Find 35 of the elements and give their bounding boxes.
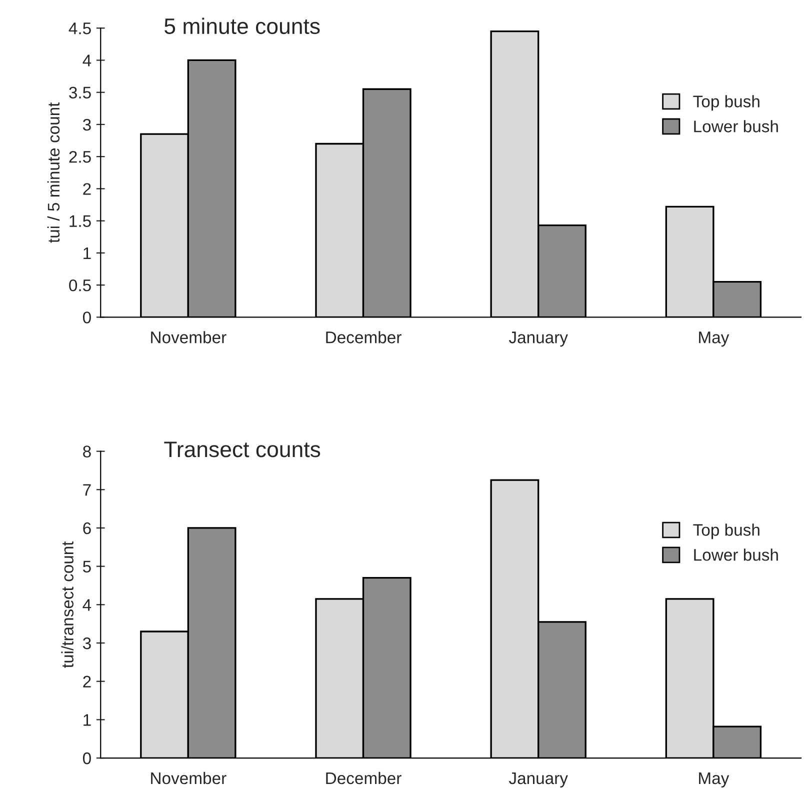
y-axis-title: tui/transect count (61, 541, 74, 668)
x-tick-label: December (326, 772, 402, 784)
y-tick-label: 3 (82, 118, 91, 131)
y-tick-label: 5 (82, 560, 91, 573)
x-tick-label: May (699, 332, 730, 347)
y-tick-label: 8 (83, 446, 91, 458)
x-tick-label: November (151, 772, 226, 784)
x-tick-label: December (326, 331, 402, 344)
y-tick-label: 2 (83, 183, 91, 195)
x-tick-label: January (508, 332, 568, 347)
legend-label: Lower bush (694, 120, 778, 132)
y-tick-label: 3 (82, 637, 91, 650)
y-tick-label: 0 (82, 312, 91, 324)
chart-title: Transect counts (164, 442, 320, 458)
y-axis-title: tui / 5 minute count (47, 102, 60, 243)
y-tick-label: 4 (82, 54, 92, 66)
legend-label: Top bush (693, 95, 760, 111)
y-tick-label: 1 (84, 714, 91, 726)
y-tick-label: 0.5 (69, 279, 91, 292)
y-tick-label: 1.5 (70, 215, 91, 228)
chart-title: 5 minute counts (164, 18, 320, 34)
x-tick-label: May (699, 772, 730, 788)
y-tick-label: 3.5 (69, 86, 91, 99)
y-tick-label: 1 (84, 248, 91, 259)
x-tick-label: January (508, 772, 568, 788)
y-tick-label: 4 (82, 599, 92, 611)
y-tick-label: 2 (83, 676, 91, 688)
legend-label: Top bush (693, 524, 760, 540)
y-tick-label: 6 (83, 522, 91, 534)
y-tick-label: 2.5 (69, 150, 91, 163)
y-tick-label: 0 (82, 752, 91, 764)
y-tick-label: 7 (83, 484, 91, 496)
legend-label: Lower bush (694, 548, 778, 561)
y-tick-label: 4.5 (68, 22, 91, 34)
x-tick-label: November (151, 331, 226, 344)
